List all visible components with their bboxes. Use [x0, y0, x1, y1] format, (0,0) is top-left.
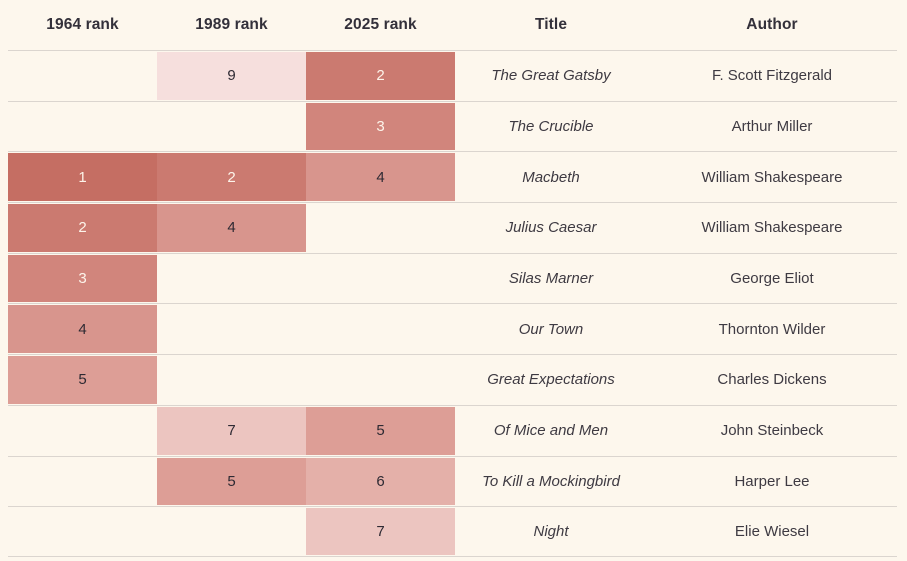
- rank-cell-rank1964: 2: [8, 203, 157, 253]
- rank-heatmap-value: 4: [157, 204, 306, 252]
- rank-cell-rank1989: [157, 102, 306, 152]
- rank-cell-rank2025: 5: [306, 406, 455, 456]
- table-body: 9 2 The Great Gatsby F. Scott Fitzgerald 3 Th…: [8, 50, 897, 557]
- rank-cell-rank2025: 2: [306, 51, 455, 101]
- column-header-rank2025: 2025 rank: [344, 16, 417, 33]
- rank-cell-rank2025: 3: [306, 102, 455, 152]
- book-title: Our Town: [518, 320, 584, 338]
- rank-table: 1964 rank 1989 rank 2025 rank Title Author 9…: [8, 0, 897, 557]
- rank-cell-rank2025: [306, 203, 455, 253]
- table-row: 3 Silas Marner George Eliot: [8, 252, 897, 304]
- rank-cell-rank2025: [306, 304, 455, 354]
- table-row: 1 2 4 Macbeth William Shakespeare: [8, 151, 897, 202]
- book-title: Julius Caesar: [505, 219, 597, 237]
- book-title: Of Mice and Men: [493, 422, 609, 440]
- rank-cell-rank1989: 5: [157, 457, 306, 507]
- book-title: Great Expectations: [487, 371, 615, 389]
- book-author: Charles Dickens: [717, 371, 827, 389]
- book-author: George Eliot: [730, 270, 814, 288]
- rank-cell-rank1989: 9: [157, 51, 306, 101]
- book-author: F. Scott Fitzgerald: [711, 67, 833, 85]
- rank-cell-rank2025: 6: [306, 457, 455, 507]
- rank-heatmap-value: 7: [306, 508, 455, 555]
- rank-heatmap-value: 4: [8, 305, 157, 354]
- rank-cell-rank1964: [8, 51, 157, 101]
- rank-heatmap-value: 7: [157, 406, 306, 455]
- column-header-author: Author: [746, 16, 798, 33]
- rank-heatmap-value: 5: [306, 406, 455, 455]
- rank-cell-rank1964: 4: [8, 304, 157, 354]
- book-author: Elie Wiesel: [734, 523, 810, 541]
- rank-cell-rank1989: [157, 254, 306, 304]
- table-row: 4 Our Town Thornton Wilder: [8, 303, 897, 354]
- table-row: 7 5 Of Mice and Men John Steinbeck: [8, 404, 897, 456]
- rank-cell-rank1989: [157, 355, 306, 405]
- rank-heatmap-value: 6: [306, 457, 455, 506]
- book-title: Macbeth: [522, 168, 580, 186]
- book-author: John Steinbeck: [720, 422, 824, 440]
- rank-heatmap-value: 2: [157, 153, 306, 202]
- rank-cell-rank1989: 4: [157, 203, 306, 253]
- rank-heatmap-value: 2: [306, 52, 455, 100]
- book-author: William Shakespeare: [701, 168, 843, 186]
- rank-cell-rank2025: [306, 254, 455, 304]
- table-row: 5 Great Expectations Charles Dickens: [8, 354, 897, 405]
- rank-cell-rank1964: 1: [8, 152, 157, 202]
- rank-heatmap-value: 5: [8, 356, 157, 404]
- rank-heatmap-value: 3: [306, 102, 455, 151]
- book-author: Thornton Wilder: [718, 320, 826, 338]
- column-header-rank1964: 1964 rank: [46, 16, 119, 33]
- book-title: To Kill a Mockingbird: [482, 472, 620, 490]
- book-author: Harper Lee: [734, 472, 810, 490]
- column-header-rank1989: 1989 rank: [195, 16, 268, 33]
- rank-heatmap-value: 1: [8, 153, 157, 202]
- rank-cell-rank1989: 2: [157, 152, 306, 202]
- book-author: Arthur Miller: [731, 118, 813, 136]
- rank-cell-rank1964: 5: [8, 355, 157, 405]
- rank-cell-rank2025: 4: [306, 152, 455, 202]
- book-author: William Shakespeare: [701, 219, 843, 237]
- header-row: 1964 rank 1989 rank 2025 rank Title Author: [8, 0, 897, 50]
- rank-cell-rank2025: [306, 355, 455, 405]
- column-header-title: Title: [534, 16, 568, 33]
- rank-heatmap-value: 9: [157, 52, 306, 100]
- rank-cell-rank2025: 7: [306, 507, 455, 556]
- rank-heatmap-value: 2: [8, 204, 157, 252]
- table-row: 3 The Crucible Arthur Miller: [8, 100, 897, 152]
- table-row: 7 Night Elie Wiesel: [8, 506, 897, 557]
- rank-cell-rank1989: 7: [157, 406, 306, 456]
- book-title: Silas Marner: [508, 270, 594, 288]
- rank-cell-rank1964: [8, 507, 157, 556]
- rank-cell-rank1964: [8, 457, 157, 507]
- table-row: 5 6 To Kill a Mockingbird Harper Lee: [8, 455, 897, 507]
- rank-cell-rank1964: [8, 406, 157, 456]
- rank-cell-rank1989: [157, 304, 306, 354]
- book-title: The Great Gatsby: [491, 67, 611, 85]
- book-title: Night: [533, 523, 569, 541]
- book-title: The Crucible: [508, 118, 594, 136]
- rank-cell-rank1989: [157, 507, 306, 556]
- rank-cell-rank1964: [8, 102, 157, 152]
- table-row: 2 4 Julius Caesar William Shakespeare: [8, 202, 897, 253]
- table-row: 9 2 The Great Gatsby F. Scott Fitzgerald: [8, 50, 897, 101]
- rank-heatmap-value: 3: [8, 254, 157, 303]
- rank-heatmap-value: 4: [306, 153, 455, 202]
- rank-heatmap-value: 5: [157, 457, 306, 506]
- rank-cell-rank1964: 3: [8, 254, 157, 304]
